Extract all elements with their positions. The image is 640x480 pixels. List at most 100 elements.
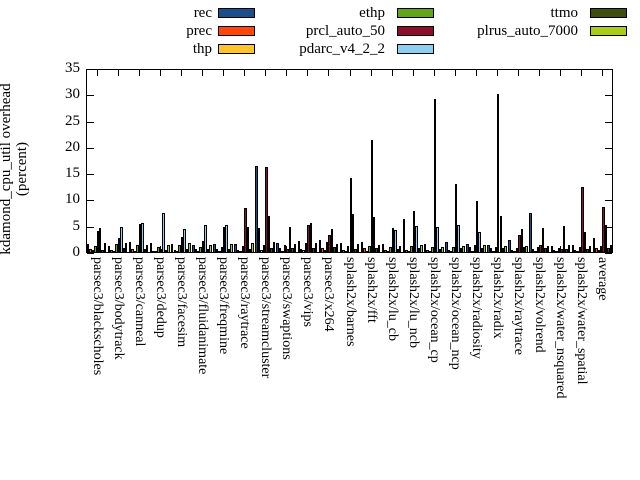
x-tick-label: parsec3/fluidanimate [194,257,210,375]
bar-prec [321,248,324,253]
bar-rec [571,245,575,253]
bar-pdarc_v4_2_2 [225,225,228,253]
bar-ethp [199,247,202,253]
x-tick-label: splash2x/ocean_cp [426,257,442,363]
bar-plrus_auto_7000 [293,243,297,253]
bar-prcl_auto_50 [602,206,605,253]
bar-prec [299,248,303,253]
bar-prec [342,249,345,253]
bar-plrus_auto_7000 [335,244,339,253]
bar-prec [173,250,176,253]
bar-ethp [157,247,160,253]
legend-label-plrus_auto_7000: plrus_auto_7000 [477,23,578,39]
x-tick-top [539,70,541,76]
bar-thp [513,250,516,253]
bar-ttmo [586,249,589,253]
x-tick-top [602,70,604,76]
bar-thp [597,249,600,253]
bar-thp [175,251,179,254]
bar-prec [110,249,113,253]
bar-ttmo [227,248,231,253]
bar-pdarc_v4_2_2 [520,228,524,253]
bar-rec [255,166,258,253]
y-tick-left [87,69,94,70]
bar-plrus_auto_7000 [588,245,592,253]
bar-pdarc_v4_2_2 [373,216,376,253]
bar-rec [508,239,511,253]
bar-ethp [347,246,350,253]
bar-ttmo [249,248,252,253]
bar-prcl_auto_50 [349,177,352,253]
bar-plrus_auto_7000 [525,245,528,253]
legend-swatch-thp [218,44,255,54]
bar-prcl_auto_50 [497,93,500,253]
bar-plrus_auto_7000 [377,244,381,253]
bar-pdarc_v4_2_2 [436,226,439,253]
bar-pdarc_v4_2_2 [394,229,397,253]
x-tick-top [454,70,456,76]
bar-ttmo [270,247,273,253]
x-tick-top [244,70,246,76]
y-axis-label-line2: (percent) [14,141,30,197]
bar-ttmo [607,247,610,253]
bar-ethp [431,246,434,253]
bar-ttmo [459,248,463,253]
x-tick-label: splash2x/water_nsquared [553,257,569,399]
legend-label-rec: rec [193,5,212,21]
bar-rec [213,244,216,253]
bar-thp [239,250,242,253]
bar-ethp [536,246,540,253]
x-tick-top [328,70,330,76]
legend-label-ttmo: ttmo [550,5,578,21]
bar-thp [112,250,116,253]
bar-ttmo [523,246,526,253]
legend-label-prec: prec [186,23,212,39]
bar-ethp [389,246,392,253]
bar-prec [468,247,472,253]
bar-ttmo [544,248,547,253]
x-tick-label: parsec3/x264 [321,257,337,332]
bar-pdarc_v4_2_2 [415,226,418,253]
x-tick-label: parsec3/bodytrack [110,257,126,360]
y-tick-left [87,95,94,97]
bar-ethp [452,247,455,253]
x-tick-label: splash2x/lu_cb [384,257,400,341]
y-tick-left [87,121,94,123]
bar-rec [550,246,553,253]
bar-thp [407,250,411,253]
bar-prec [552,250,556,253]
y-tick-left [87,200,94,202]
legend-swatch-ttmo [590,8,627,18]
x-tick-top [307,70,309,76]
legend-label-ethp: ethp [359,5,385,21]
bar-plrus_auto_7000 [399,245,402,253]
bar-ttmo [565,248,568,253]
y-tick-label: 5 [72,217,81,234]
bar-prcl_auto_50 [560,248,563,253]
bar-prec [595,247,598,253]
bar-pdarc_v4_2_2 [309,223,313,253]
bar-rec [424,244,427,253]
bar-thp [492,250,495,253]
y-axis-label-line1: kdamond_cpu_util overhead [0,83,14,255]
bar-ttmo [375,247,378,253]
x-tick-top [138,70,140,76]
bar-rec [318,240,322,253]
bar-pdarc_v4_2_2 [183,228,186,253]
bar-prcl_auto_50 [96,230,99,253]
x-tick-label: parsec3/vips [300,257,316,327]
y-tick-right [605,174,612,176]
x-tick-label: splash2x/water_spatial [574,257,590,385]
bar-plrus_auto_7000 [462,246,465,253]
bar-plrus_auto_7000 [356,243,360,253]
bar-prec [510,249,514,253]
bar-prcl_auto_50 [138,223,142,253]
x-tick-top [497,70,499,76]
bar-ttmo [438,248,442,253]
bar-pdarc_v4_2_2 [583,232,587,253]
x-tick-label: splash2x/radix [490,257,506,339]
bar-ttmo [501,247,505,253]
bar-prec [194,249,198,253]
bar-thp [386,251,390,254]
